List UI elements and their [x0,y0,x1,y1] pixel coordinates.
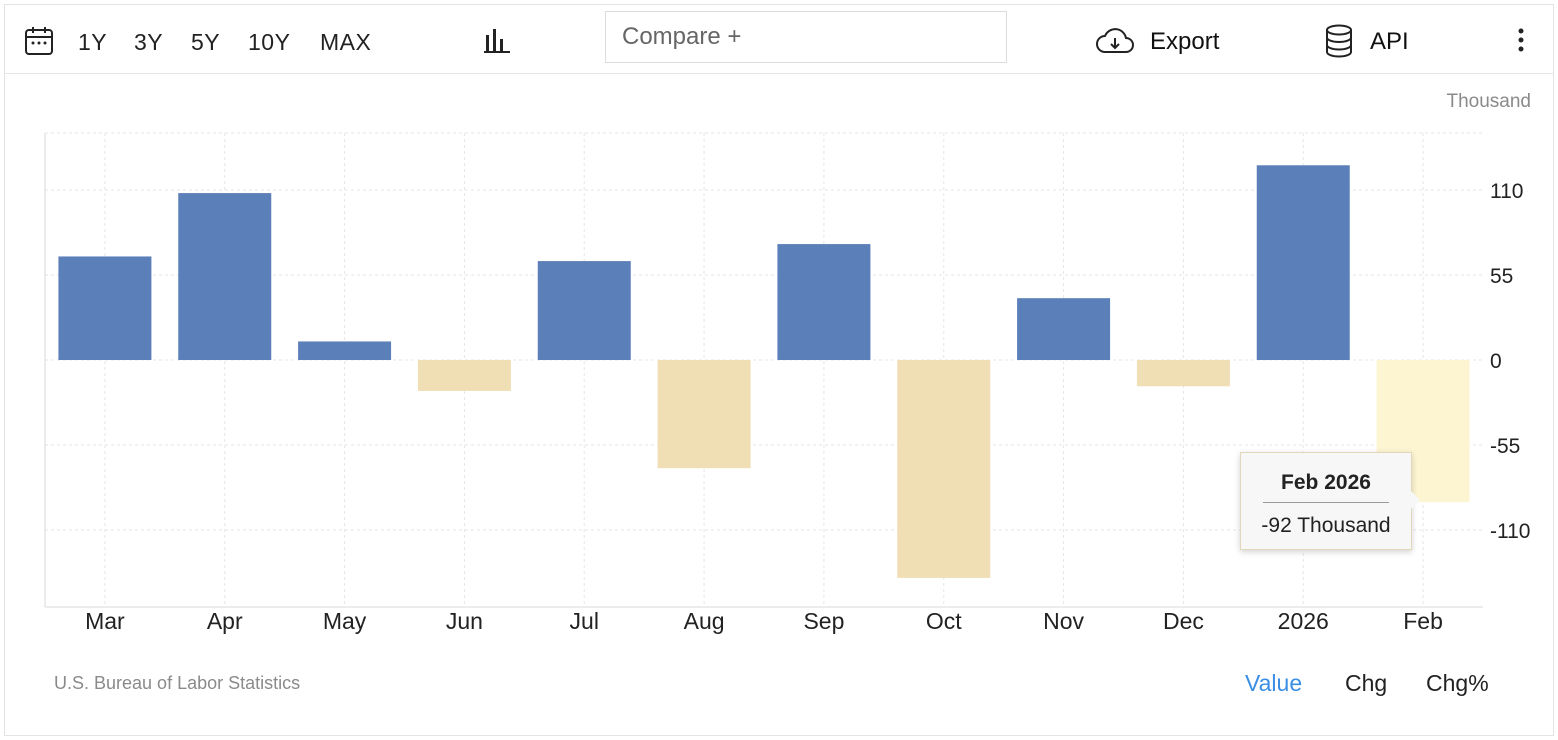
export-button[interactable]: Export [1150,28,1220,55]
tooltip: Feb 2026 -92 Thousand [1240,452,1420,550]
cloud-download-icon[interactable] [1095,27,1135,55]
y-tick-label: 110 [1490,180,1523,203]
database-icon[interactable] [1325,24,1353,58]
range-1y-button[interactable]: 1Y [78,29,108,55]
bar-dec [1136,360,1230,387]
x-tick-label: Oct [926,608,962,634]
compare-input[interactable] [605,11,1007,63]
toolbar: 1Y 3Y 5Y 10Y MAX Export API [5,5,1553,74]
range-3y-button[interactable]: 3Y [134,29,164,55]
x-tick-label: Jun [446,608,483,634]
y-tick-label: 55 [1490,265,1513,288]
x-tick-label: Mar [85,608,125,634]
bar-sep [777,244,871,360]
tooltip-title: Feb 2026 [1281,471,1371,494]
mode-chg-button[interactable]: Chg [1345,670,1388,696]
calendar-icon[interactable] [24,26,54,56]
source-label: U.S. Bureau of Labor Statistics [54,673,301,693]
chart-type-icon[interactable] [484,27,510,53]
more-options-icon[interactable] [1515,27,1527,55]
unit-label: Thousand [1446,91,1531,112]
mode-value-button[interactable]: Value [1245,670,1303,696]
x-tick-label: Nov [1043,608,1084,634]
y-tick-label: -110 [1490,520,1530,543]
x-tick-label: Dec [1163,608,1204,634]
bar-jun [417,360,511,391]
y-tick-label: 0 [1490,350,1502,373]
x-tick-label: Aug [684,608,725,634]
bar-chart: 110 55 0 -55 -110 Mar Apr May Jun Jul Aug Sep Oct Nov… [44,132,1530,634]
bar-apr [178,193,272,360]
x-tick-label: Apr [207,608,243,634]
chart-widget: 1Y 3Y 5Y 10Y MAX Export API Thousand 1 [4,4,1554,736]
api-button[interactable]: API [1370,28,1409,55]
bar-aug [657,360,751,469]
range-5y-button[interactable]: 5Y [191,29,221,55]
tooltip-divider [1263,502,1389,503]
mode-chgpct-button[interactable]: Chg% [1426,670,1489,696]
x-tick-label: Sep [803,608,844,634]
bar-mar [58,256,152,360]
bar-oct [897,360,991,578]
range-10y-button[interactable]: 10Y [248,29,291,55]
bar-jul [537,261,631,360]
bar-may [298,341,392,360]
x-tick-label: 2026 [1278,608,1329,634]
x-tick-label: Feb [1403,608,1443,634]
bar-2026 [1256,165,1350,360]
tooltip-value: -92 Thousand [1261,514,1391,537]
range-max-button[interactable]: MAX [320,29,372,55]
y-tick-label: -55 [1490,435,1520,458]
bar-nov [1017,298,1111,360]
x-tick-label: May [323,608,367,634]
x-tick-label: Jul [570,608,599,634]
